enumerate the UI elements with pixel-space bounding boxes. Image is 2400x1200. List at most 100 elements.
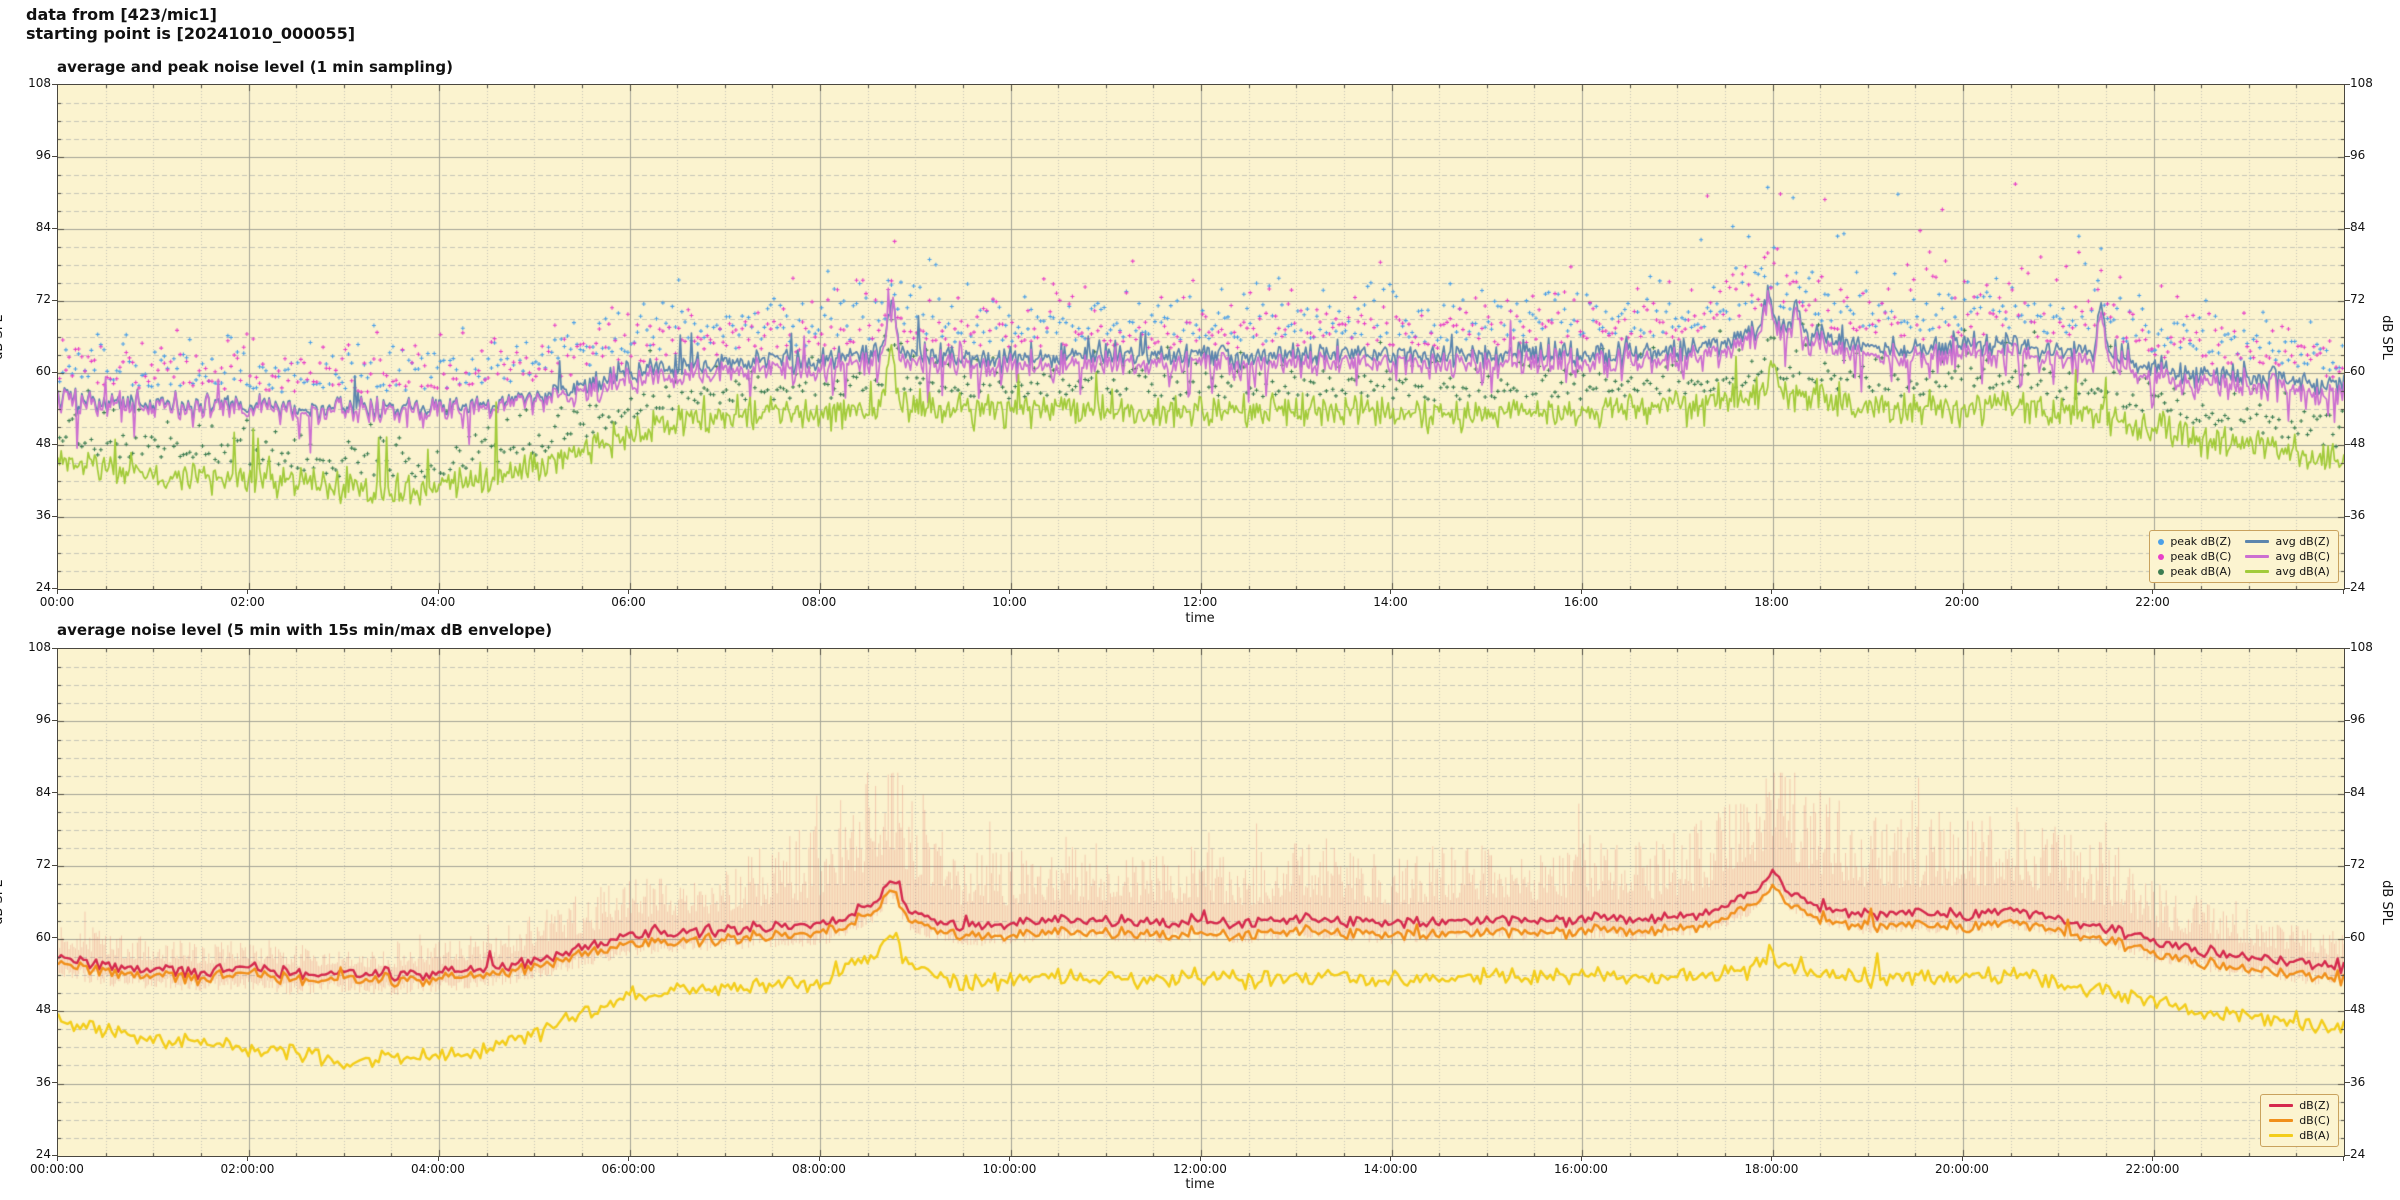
peak-dbc-marker-icon xyxy=(2158,553,2165,560)
y-tick-mark-right xyxy=(2345,587,2350,589)
x-tick-mark xyxy=(2342,1157,2344,1161)
avg-dbc-line-icon xyxy=(2245,555,2270,558)
y-tick-mark-right xyxy=(2345,792,2350,794)
x-tick-mark xyxy=(2152,1157,2153,1161)
y-tick-label-left: 36 xyxy=(35,1074,51,1089)
x-tick-label: 14:00:00 xyxy=(1363,1162,1418,1176)
x-tick-label: 12:00 xyxy=(1182,595,1218,609)
y-tick-mark-right xyxy=(2345,299,2350,301)
y-tick-label-right: 96 xyxy=(2350,148,2366,162)
avg-dba-line-icon xyxy=(2245,570,2270,573)
y-tick-mark-left xyxy=(52,299,57,301)
x-tick-mark xyxy=(1009,1157,1010,1161)
x-tick-label: 06:00:00 xyxy=(601,1162,656,1176)
x-tick-label: 12:00:00 xyxy=(1173,1162,1227,1176)
x-tick-label: 06:00 xyxy=(611,595,646,609)
x-tick-mark xyxy=(1199,590,1201,594)
x-tick-label: 16:00 xyxy=(1563,595,1599,609)
y-tick-label-left: 60 xyxy=(35,364,51,378)
top-xaxis-label: time xyxy=(1185,611,1215,626)
y-tick-label-left: 108 xyxy=(28,640,51,654)
y-tick-mark-left xyxy=(52,647,57,649)
y-tick-mark-right xyxy=(2345,227,2350,229)
bottom-plot-area: dB(Z) dB(C) dB(A) xyxy=(57,648,2345,1157)
legend-label: avg dB(Z) xyxy=(2275,535,2330,548)
x-tick-label: 18:00 xyxy=(1754,595,1789,609)
x-tick-label: 14:00 xyxy=(1373,595,1408,609)
x-tick-label: 04:00 xyxy=(420,595,456,609)
dbc-line-icon xyxy=(2269,1119,2294,1122)
legend-item-dbc: dB(C) xyxy=(2269,1113,2330,1128)
x-tick-label: 22:00 xyxy=(2135,595,2170,609)
y-tick-mark-left xyxy=(52,371,57,373)
y-tick-label-left: 24 xyxy=(35,580,51,594)
x-tick-mark xyxy=(1390,590,1391,594)
y-tick-mark-right xyxy=(2345,647,2350,649)
x-tick-mark xyxy=(2152,590,2153,594)
x-tick-mark xyxy=(437,590,439,594)
y-tick-mark-left xyxy=(52,864,57,866)
y-tick-label-right: 84 xyxy=(2350,220,2366,234)
legend-item-dbz: dB(Z) xyxy=(2269,1098,2330,1113)
y-tick-mark-right xyxy=(2345,371,2350,373)
y-tick-mark-left xyxy=(52,443,57,445)
y-tick-mark-right xyxy=(2345,864,2350,866)
y-tick-label-right: 60 xyxy=(2350,364,2366,378)
x-tick-mark xyxy=(1580,590,1582,594)
top-legend: peak dB(Z) peak dB(C) peak dB(A) avg dB(… xyxy=(2149,530,2339,583)
y-tick-mark-right xyxy=(2345,443,2350,445)
x-tick-label: 20:00 xyxy=(1944,595,1980,609)
x-tick-mark xyxy=(628,1157,629,1161)
x-tick-label: 00:00 xyxy=(39,595,75,609)
y-tick-mark-left xyxy=(52,83,57,85)
x-tick-mark xyxy=(2342,590,2344,594)
legend-label: peak dB(Z) xyxy=(2170,535,2232,548)
y-tick-label-left: 72 xyxy=(35,857,51,872)
top-yaxis-label-left: dB SPL xyxy=(0,315,6,360)
y-tick-mark-right xyxy=(2345,1082,2350,1084)
y-tick-label-left: 48 xyxy=(35,1002,51,1017)
x-tick-mark xyxy=(1771,590,1772,594)
x-tick-label: 10:00 xyxy=(992,595,1027,609)
y-tick-mark-right xyxy=(2345,155,2350,157)
y-tick-label-left: 60 xyxy=(35,929,51,944)
x-tick-mark xyxy=(1961,1157,1963,1161)
y-tick-mark-left xyxy=(52,1009,57,1011)
y-tick-mark-right xyxy=(2345,937,2350,939)
peak-dbz-marker-icon xyxy=(2158,538,2165,545)
x-tick-mark xyxy=(818,590,820,594)
x-tick-mark xyxy=(437,1157,439,1161)
y-tick-label-left: 96 xyxy=(35,712,51,727)
x-tick-mark xyxy=(247,590,248,594)
y-tick-mark-left xyxy=(52,227,57,229)
y-tick-label-left: 24 xyxy=(35,1147,51,1161)
y-tick-mark-right xyxy=(2345,719,2350,721)
bottom-chart-title: average noise level (5 min with 15s min/… xyxy=(57,621,553,639)
top-chart-title: average and peak noise level (1 min samp… xyxy=(57,58,453,76)
x-tick-label: 04:00:00 xyxy=(411,1162,465,1176)
x-tick-label: 16:00:00 xyxy=(1554,1162,1608,1176)
y-tick-mark-left xyxy=(52,155,57,157)
top-plot-area: peak dB(Z) peak dB(C) peak dB(A) avg dB(… xyxy=(57,84,2345,590)
legend-item-peak-dba: peak dB(A) xyxy=(2158,564,2231,579)
top-plot-canvas xyxy=(58,85,2344,589)
x-tick-mark xyxy=(1580,1157,1582,1161)
legend-item-avg-dbc: avg dB(C) xyxy=(2245,549,2330,564)
y-tick-label-right: 72 xyxy=(2350,857,2366,872)
x-tick-mark xyxy=(1009,590,1010,594)
x-tick-mark xyxy=(818,1157,820,1161)
dbz-line-icon xyxy=(2269,1104,2294,1107)
y-tick-label-right: 108 xyxy=(2350,76,2373,90)
legend-label: dB(Z) xyxy=(2299,1099,2330,1112)
header-line-1: data from [423/mic1] xyxy=(26,5,217,24)
x-tick-label: 20:00:00 xyxy=(1935,1162,1989,1176)
peak-dba-marker-icon xyxy=(2158,568,2165,575)
y-tick-label-right: 108 xyxy=(2350,640,2373,654)
x-tick-mark xyxy=(1199,1157,1201,1161)
x-tick-mark xyxy=(56,1157,58,1161)
bottom-plot-canvas xyxy=(58,649,2344,1156)
y-tick-mark-left xyxy=(52,1082,57,1084)
top-yaxis-label-right: dB SPL xyxy=(2378,315,2394,360)
legend-item-peak-dbz: peak dB(Z) xyxy=(2158,534,2231,549)
x-tick-mark xyxy=(1771,1157,1772,1161)
